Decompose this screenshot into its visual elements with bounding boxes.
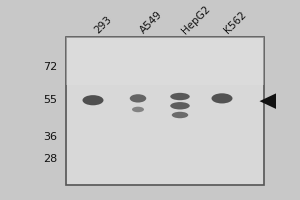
Bar [66, 37, 264, 185]
Text: 293: 293 [93, 14, 114, 36]
Polygon shape [260, 93, 276, 109]
Ellipse shape [130, 94, 146, 103]
Text: K562: K562 [222, 10, 248, 36]
Text: HepG2: HepG2 [180, 3, 212, 36]
Ellipse shape [212, 93, 233, 103]
Ellipse shape [132, 107, 144, 112]
Ellipse shape [170, 93, 190, 100]
Text: 55: 55 [43, 95, 57, 105]
Bar [66, 37, 264, 85]
Text: 72: 72 [43, 62, 57, 72]
Text: 28: 28 [43, 154, 57, 164]
Text: 36: 36 [43, 132, 57, 142]
Ellipse shape [170, 102, 190, 109]
Text: A549: A549 [138, 9, 164, 36]
Ellipse shape [172, 112, 188, 118]
Ellipse shape [82, 95, 103, 105]
